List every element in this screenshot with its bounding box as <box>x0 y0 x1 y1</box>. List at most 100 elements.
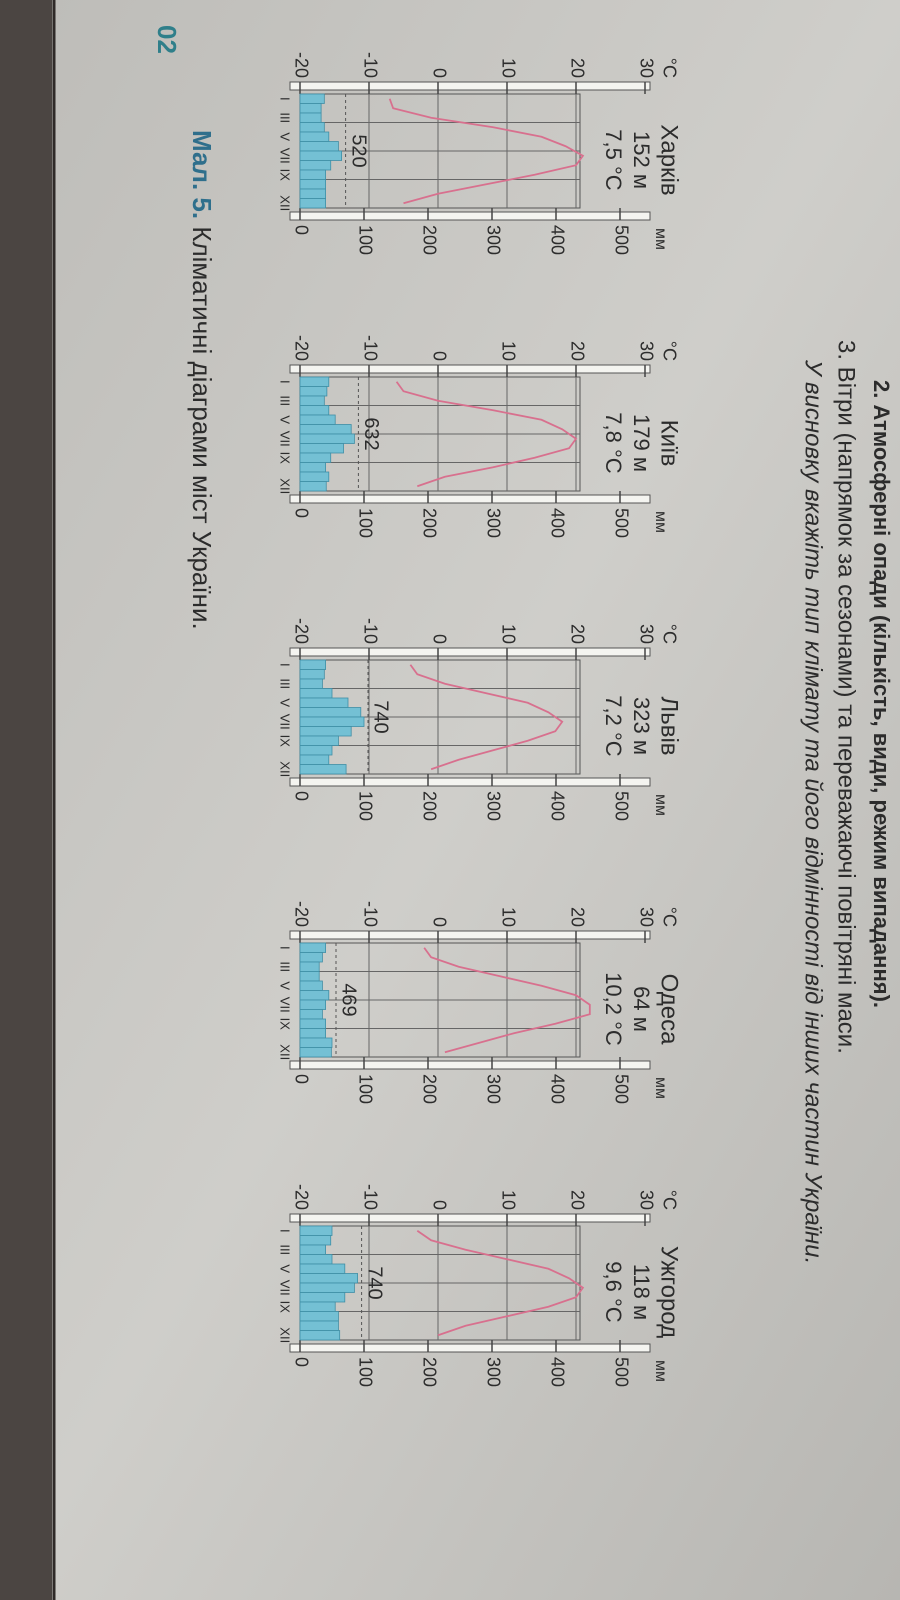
month-label: IX <box>278 452 293 465</box>
page-number: 02 <box>152 25 182 54</box>
precip-tick-label: 0 <box>291 225 311 235</box>
temp-curve <box>395 381 578 488</box>
precip-tick-label: 100 <box>355 791 375 821</box>
precip-tick-label: 400 <box>547 1357 567 1387</box>
temp-tick-label: -20 <box>291 52 311 78</box>
precip-tick-label: 200 <box>419 791 439 821</box>
month-label: V <box>278 981 293 990</box>
temp-ruler <box>289 930 651 940</box>
temp-curve <box>423 947 591 1054</box>
mean-temp: 7,8 °C <box>601 412 626 473</box>
precip-bar <box>299 688 333 699</box>
temp-tick-label: -10 <box>360 52 380 78</box>
precip-bar <box>299 942 326 953</box>
precip-tick-label: 100 <box>355 508 375 538</box>
precip-tick-label: 400 <box>547 791 567 821</box>
elevation: 64 м <box>629 986 654 1032</box>
caption-label: Мал. 5. <box>187 130 217 219</box>
temp-tick-label: 0 <box>429 68 449 78</box>
precip-bar <box>299 405 330 416</box>
city-name: Київ <box>656 420 683 467</box>
temp-tick-label: -20 <box>291 1184 311 1210</box>
precip-bar <box>299 1235 332 1246</box>
elevation: 152 м <box>629 131 654 189</box>
precip-unit: мм <box>652 228 669 250</box>
page-edge <box>0 0 52 1600</box>
precip-bar <box>299 481 327 492</box>
total-precip: 469 <box>338 983 360 1016</box>
month-label: III <box>278 1244 293 1255</box>
precip-tick-label: 400 <box>547 1074 567 1104</box>
precip-bar <box>299 697 349 708</box>
mean-temp: 10,2 °C <box>601 972 626 1046</box>
precip-tick-label: 200 <box>419 225 439 255</box>
precip-bar <box>299 1037 333 1048</box>
month-label: XII <box>278 478 293 494</box>
precip-tick-label: 400 <box>547 508 567 538</box>
precip-bar <box>299 471 330 482</box>
city-name: Львів <box>656 696 683 755</box>
temp-tick-label: 10 <box>498 58 518 78</box>
precip-bar <box>299 707 362 718</box>
precip-bar <box>299 961 320 972</box>
precip-bar <box>299 716 365 727</box>
precip-bar <box>299 1320 339 1331</box>
elevation: 118 м <box>629 1264 654 1320</box>
precip-tick-label: 0 <box>291 508 311 518</box>
temp-tick-label: 30 <box>636 624 656 644</box>
precip-bar <box>299 122 325 133</box>
precip-bar <box>299 1301 336 1312</box>
temp-tick-label: 20 <box>567 341 587 361</box>
month-label: V <box>278 132 293 141</box>
temp-tick-label: -20 <box>291 618 311 644</box>
month-label: V <box>278 415 293 424</box>
temp-unit: °C <box>659 907 679 927</box>
precip-bar <box>299 131 330 142</box>
precip-bar <box>299 103 322 114</box>
precip-bar <box>299 726 352 737</box>
month-label: XII <box>278 195 293 211</box>
elevation: 179 м <box>629 414 654 472</box>
precip-bar <box>299 971 320 982</box>
total-precip: 740 <box>363 1266 385 1299</box>
precip-bar <box>299 414 336 425</box>
precip-bar <box>299 745 333 756</box>
city-name: Харків <box>656 124 683 195</box>
precip-bar <box>299 424 352 435</box>
temp-unit: °C <box>659 1190 679 1210</box>
temp-tick-label: 20 <box>567 58 587 78</box>
precip-bar <box>299 678 323 689</box>
temp-tick-label: 0 <box>429 917 449 927</box>
month-label: V <box>278 1264 293 1273</box>
month-label: III <box>278 112 293 123</box>
temp-tick-label: 30 <box>636 1190 656 1210</box>
precip-bar <box>299 433 355 444</box>
precip-bar <box>299 141 339 152</box>
precip-bar <box>299 980 323 991</box>
precip-bar <box>299 188 326 199</box>
temp-unit: °C <box>659 58 679 78</box>
precip-bar <box>299 735 339 746</box>
month-label: IX <box>278 169 293 182</box>
temp-ruler <box>289 81 651 91</box>
month-label: IX <box>278 1301 293 1314</box>
precip-unit: мм <box>652 1360 669 1382</box>
month-label: IX <box>278 1018 293 1031</box>
precip-bar <box>299 1244 326 1255</box>
month-label: VII <box>278 431 293 447</box>
precip-bar <box>299 1282 355 1293</box>
month-label: XII <box>278 1044 293 1060</box>
temp-tick-label: 20 <box>567 1190 587 1210</box>
month-label: VII <box>278 148 293 164</box>
temp-tick-label: 30 <box>636 907 656 927</box>
precip-bar <box>299 462 326 473</box>
precip-ruler <box>289 1343 651 1353</box>
precip-bar <box>299 443 344 454</box>
mean-temp: 9,6 °C <box>601 1261 626 1322</box>
precip-ruler <box>289 777 651 787</box>
temp-tick-label: -10 <box>360 901 380 927</box>
precip-tick-label: 500 <box>611 1074 631 1104</box>
precip-bar <box>299 1254 333 1265</box>
precip-tick-label: 500 <box>611 791 631 821</box>
temp-unit: °C <box>659 624 679 644</box>
